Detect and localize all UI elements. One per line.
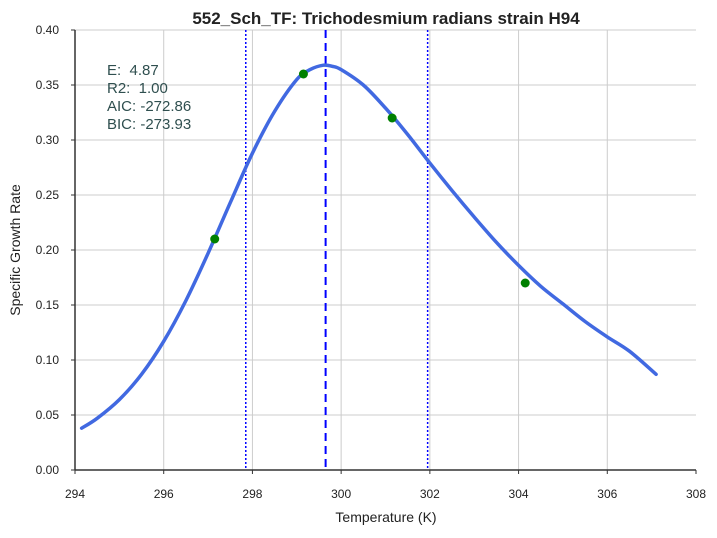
fit-curve-line bbox=[79, 63, 658, 430]
y-tick-label: 0.15 bbox=[36, 298, 60, 312]
y-tick-label: 0.25 bbox=[36, 188, 60, 202]
data-point bbox=[387, 113, 397, 123]
x-tick-label: 308 bbox=[686, 487, 706, 501]
x-tick-label: 302 bbox=[420, 487, 440, 501]
data-point bbox=[298, 69, 308, 79]
fit-stat-line: R2: 1.00 bbox=[107, 80, 168, 97]
grid-lines bbox=[75, 29, 696, 470]
data-point bbox=[520, 278, 530, 288]
x-tick-label: 296 bbox=[154, 487, 174, 501]
reference-lines bbox=[245, 30, 429, 470]
fit-stat-line: AIC: -272.86 bbox=[107, 98, 191, 115]
y-tick-label: 0.10 bbox=[36, 353, 60, 367]
y-tick-label: 0.00 bbox=[36, 463, 60, 477]
y-tick-label: 0.35 bbox=[36, 78, 60, 92]
y-tick-labels: 0.00 0.05 0.10 0.15 0.20 0.25 0.30 0.35 0.40 bbox=[36, 23, 60, 477]
y-tick-label: 0.05 bbox=[36, 408, 60, 422]
x-tick-label: 306 bbox=[597, 487, 617, 501]
x-tick-label: 304 bbox=[509, 487, 529, 501]
observed-points bbox=[210, 69, 530, 288]
x-tick-label: 300 bbox=[331, 487, 351, 501]
data-point bbox=[210, 234, 220, 244]
y-tick-label: 0.30 bbox=[36, 133, 60, 147]
axes bbox=[71, 29, 697, 474]
x-tick-label: 298 bbox=[242, 487, 262, 501]
x-tick-labels: 294 296 298 300 302 304 306 308 bbox=[65, 487, 706, 501]
fit-curve bbox=[79, 63, 658, 430]
fit-stat-line: E: 4.87 bbox=[107, 62, 159, 79]
chart-title: 552_Sch_TF: Trichodesmium radians strain… bbox=[192, 9, 580, 28]
y-tick-label: 0.40 bbox=[36, 23, 60, 37]
y-axis-label: Specific Growth Rate bbox=[7, 184, 23, 316]
x-tick-label: 294 bbox=[65, 487, 85, 501]
y-tick-label: 0.20 bbox=[36, 243, 60, 257]
fit-stat-line: BIC: -273.93 bbox=[107, 116, 191, 133]
x-axis-label: Temperature (K) bbox=[335, 509, 436, 525]
